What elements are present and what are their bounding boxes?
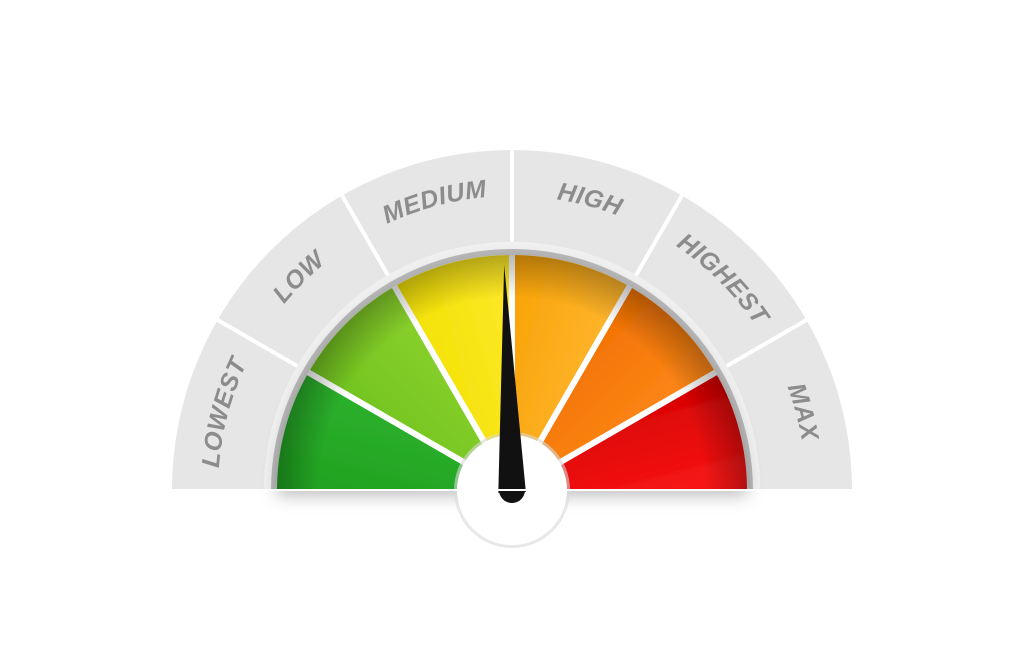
gauge-svg: LOWESTLOWMEDIUMHIGHHIGHESTMAX [0,0,1024,653]
gauge-diagram: LOWESTLOWMEDIUMHIGHHIGHESTMAX [0,0,1024,653]
